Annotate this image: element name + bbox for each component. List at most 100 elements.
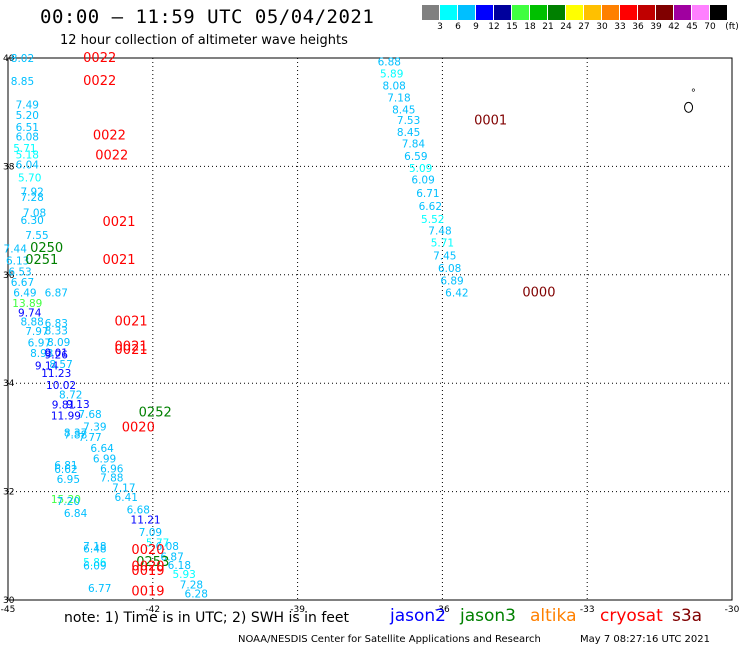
lon-tick-label: -42	[145, 605, 160, 615]
axis-labels: -45 -42 -39 -36 -33 -30 40 38 36 34 32 30	[1, 54, 740, 615]
swh-value-label: 6.71	[416, 188, 439, 200]
lat-tick-label: 32	[3, 488, 14, 498]
swh-value-label: 6.62	[54, 464, 77, 476]
colorbar-tick-label: 12	[488, 22, 500, 32]
pass-time-label: 0022	[95, 148, 128, 163]
colorbar-tick-label: 33	[614, 22, 626, 32]
swh-value-label: 6.77	[88, 583, 111, 595]
pass-time-label: 0022	[83, 74, 116, 89]
colorbar-tick-label: 9	[473, 22, 479, 32]
satellite-legend-altika: altika	[530, 606, 577, 626]
swh-value-label: 11.21	[131, 515, 161, 527]
island-markers: °	[684, 88, 696, 113]
swh-value-label: 6.62	[419, 201, 442, 213]
grid-lines	[7, 57, 733, 601]
swh-value-label: 7.17	[112, 483, 135, 495]
swh-value-label: 7.84	[402, 138, 426, 150]
colorbar-swatch	[458, 5, 475, 20]
map-subtitle: 12 hour collection of altimeter wave hei…	[60, 33, 348, 48]
swh-value-label: 6.81	[54, 460, 77, 472]
lon-tick-label: -45	[1, 605, 16, 615]
swh-value-label: 6.18	[168, 560, 191, 572]
pass-time-label: 0020	[122, 420, 155, 435]
satellite-legend-cryosat: cryosat	[600, 606, 663, 626]
credit-text: NOAA/NESDIS Center for Satellite Applica…	[238, 634, 541, 645]
pass-time-label: 0019	[131, 585, 164, 600]
colorbar-swatch	[440, 5, 457, 20]
island-outline	[684, 101, 694, 113]
island-marker-label: °	[691, 88, 696, 99]
swh-value-label: 9.74	[18, 308, 42, 320]
satellite-legend-jason3: jason3	[460, 606, 516, 626]
swh-value-label: 5.77	[146, 537, 169, 549]
colorbar-tick-label: 70	[704, 22, 716, 32]
swh-value-label: 6.09	[83, 561, 106, 573]
colorbar-tick-label: 6	[455, 22, 461, 32]
colorbar-tick-label: 36	[632, 22, 644, 32]
lon-tick-label: -36	[435, 605, 450, 615]
swh-value-label: 6.28	[185, 588, 208, 600]
swh-value-label: 6.96	[100, 464, 124, 476]
swh-value-label: 8.02	[11, 53, 34, 65]
colorbar-tick-label: 39	[650, 22, 662, 32]
pass-time-label: 0019	[131, 564, 164, 579]
swh-value-label: 9.26	[45, 349, 69, 361]
swh-value-label: 6.04	[16, 160, 40, 172]
swh-value-label: 11.23	[41, 368, 71, 380]
swh-value-label: 7.48	[428, 226, 451, 238]
swh-value-label: 7.77	[78, 432, 101, 444]
lon-tick-label: -30	[725, 605, 740, 615]
colorbar-swatch	[620, 5, 637, 20]
swh-value-label: 9.81	[52, 400, 75, 412]
colorbar-tick-label: 21	[542, 22, 554, 32]
swh-value-label: 6.42	[445, 287, 468, 299]
generation-timestamp: May 7 08:27:16 UTC 2021	[580, 634, 710, 645]
swh-value-label: 7.49	[16, 99, 39, 111]
swh-value-label: 13.89	[12, 298, 42, 310]
colorbar-tick-label: 30	[596, 22, 608, 32]
swh-value-label: 6.48	[83, 543, 106, 555]
swh-value-label: 6.08	[438, 263, 461, 275]
swh-value-label: 6.88	[378, 57, 401, 69]
pass-time-label: 0251	[25, 253, 58, 268]
pass-time-label: 0021	[102, 215, 135, 230]
swh-value-label: 8.93	[30, 348, 53, 360]
swh-value-label: 5.86	[83, 557, 107, 569]
swh-points: 8.028.857.495.206.516.085.715.186.045.70…	[4, 53, 469, 600]
swh-value-label: 9.01	[45, 348, 68, 360]
swh-value-label: 6.08	[156, 541, 179, 553]
swh-value-label: 8.09	[47, 337, 70, 349]
colorbar-tick-label: 3	[437, 22, 443, 32]
colorbar-swatch	[548, 5, 565, 20]
swh-value-label: 6.13	[6, 256, 29, 268]
swh-value-label: 7.28	[20, 192, 43, 204]
lat-tick-label: 40	[3, 54, 15, 64]
lon-tick-label: -39	[290, 605, 305, 615]
swh-value-label: 10.02	[46, 380, 76, 392]
pass-time-label: 0022	[93, 128, 126, 143]
pass-time-label: 0020	[131, 560, 164, 575]
swh-value-label: 5.71	[431, 238, 454, 250]
colorbar-swatch	[602, 5, 619, 20]
colorbar-swatch	[710, 5, 727, 20]
lat-tick-label: 30	[3, 596, 15, 606]
swh-value-label: 8.72	[59, 389, 82, 401]
map-title: 00:00 – 11:59 UTC 05/04/2021	[40, 6, 375, 28]
colorbar-swatch	[566, 5, 583, 20]
colorbar-unit-label: (ft)	[725, 22, 739, 32]
swh-value-label: 5.71	[13, 143, 36, 155]
swh-value-label: 6.09	[411, 175, 434, 187]
swh-value-label: 6.89	[440, 276, 463, 288]
swh-value-label: 6.97	[28, 337, 51, 349]
swh-value-label: 6.51	[16, 122, 39, 134]
swh-value-label: 7.97	[25, 326, 48, 338]
colorbar-swatch	[692, 5, 709, 20]
swh-value-label: 5.52	[421, 214, 444, 226]
swh-value-label: 6.67	[11, 277, 34, 289]
pass-time-label: 0250	[30, 241, 63, 256]
swh-value-label: 5.70	[18, 173, 41, 185]
swh-value-label: 7.39	[83, 421, 106, 433]
pass-time-label: 0021	[102, 253, 135, 268]
swh-value-label: 7.88	[64, 429, 87, 441]
